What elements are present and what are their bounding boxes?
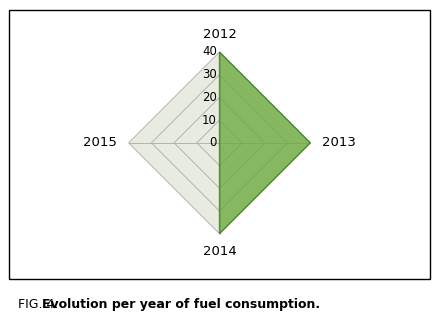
Text: 20: 20 (201, 91, 216, 104)
Text: 2013: 2013 (321, 136, 355, 149)
Text: 10: 10 (201, 114, 216, 126)
Polygon shape (219, 52, 310, 234)
Text: FIG. 4.: FIG. 4. (18, 299, 62, 311)
Text: 30: 30 (201, 68, 216, 81)
Text: 40: 40 (201, 46, 216, 58)
Polygon shape (128, 52, 310, 234)
Text: 2014: 2014 (202, 245, 236, 258)
Text: 0: 0 (209, 136, 216, 149)
Text: Evolution per year of fuel consumption.: Evolution per year of fuel consumption. (42, 299, 319, 311)
Text: 2015: 2015 (83, 136, 117, 149)
Text: 2012: 2012 (202, 28, 236, 41)
